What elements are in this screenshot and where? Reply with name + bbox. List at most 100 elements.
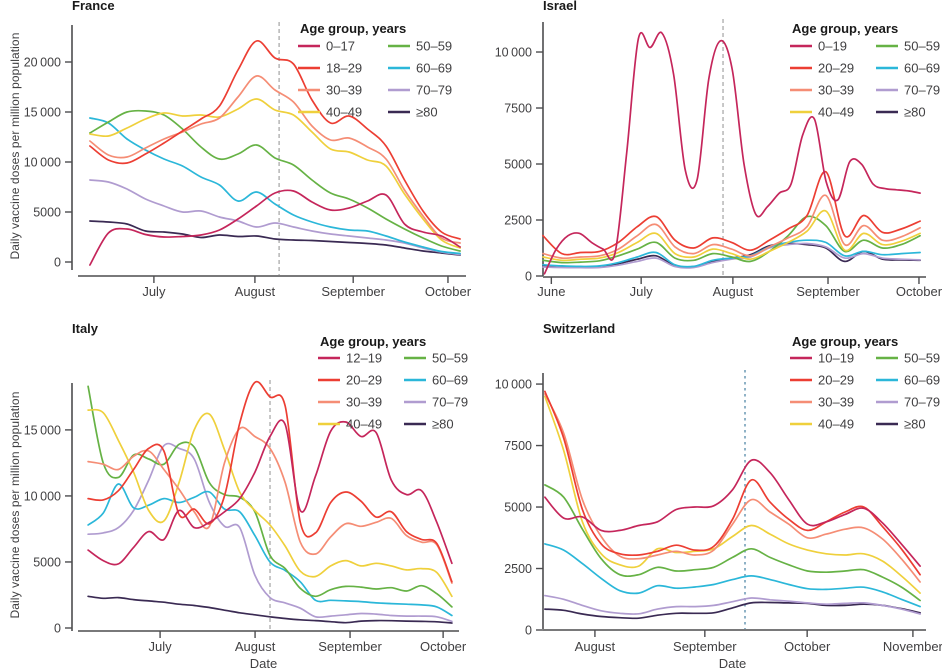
y-tick-label: 5000: [504, 158, 532, 172]
chart-italy: 0 5000 10 000 15 000 July August September Octo…: [24, 321, 468, 671]
legend-label: 10–19: [818, 351, 854, 366]
legend-title: Age group, years: [320, 334, 426, 349]
legend-label: 20–29: [818, 373, 854, 388]
x-tick-label: September: [796, 284, 860, 299]
y-tick-label: 20 000: [24, 56, 61, 70]
series-line-12–19: [87, 419, 453, 566]
series-line-10–19: [544, 458, 921, 567]
x-axis-label: Date: [250, 656, 277, 671]
series-line-18–29: [89, 40, 461, 240]
series-line-50–59: [89, 109, 461, 252]
y-tick-label: 7500: [504, 439, 532, 453]
x-tick-label: July: [142, 284, 166, 299]
legend-label: 70–79: [904, 83, 940, 98]
series-line-20–29: [544, 390, 921, 576]
legend-label: 70–79: [416, 83, 452, 98]
x-tick-label: August: [713, 284, 754, 299]
x-tick-label: September: [321, 284, 385, 299]
y-tick-label: 15 000: [24, 423, 61, 437]
legend-label: 70–79: [904, 395, 940, 410]
series-line-30–39: [542, 194, 921, 260]
legend-label: 30–39: [818, 395, 854, 410]
x-tick-label: November: [883, 639, 942, 654]
legend-title: Age group, years: [792, 21, 898, 36]
series-line-0–19: [543, 31, 921, 275]
legend-label: 50–59: [416, 39, 452, 54]
y-tick-label: 5000: [33, 206, 61, 220]
panel-switzerland: 0 2500 5000 7500 10 000 August September Octobe…: [471, 320, 942, 671]
series-line-≥80: [87, 595, 453, 624]
series-line-70–79: [544, 594, 921, 615]
y-tick-label: 10 000: [24, 489, 61, 503]
legend-label: ≥80: [416, 105, 438, 120]
legend-label: 60–69: [904, 61, 940, 76]
series-line-50–59: [542, 215, 921, 264]
series-line-20–29: [542, 170, 921, 256]
x-tick-label: September: [318, 639, 382, 654]
legend-title: Age group, years: [792, 334, 898, 349]
legend-label: 20–29: [818, 61, 854, 76]
y-tick-label: 0: [54, 621, 61, 635]
panel-title: Switzerland: [543, 321, 615, 336]
series-line-30–39: [544, 393, 921, 583]
legend-label: 40–49: [326, 105, 362, 120]
legend-label: ≥80: [432, 417, 454, 432]
series-line-70–79: [542, 242, 921, 269]
y-tick-label: 10 000: [24, 156, 61, 170]
series-line-60–69: [542, 239, 921, 268]
legend-label: ≥80: [904, 417, 926, 432]
x-tick-label: July: [630, 284, 654, 299]
y-tick-label: 10 000: [495, 46, 532, 60]
legend-label: 70–79: [432, 395, 468, 410]
series-line-40–49: [542, 209, 921, 262]
series-line-40–49: [544, 395, 921, 594]
x-tick-label: August: [235, 639, 276, 654]
y-tick-label: 0: [54, 256, 61, 270]
legend-label: 40–49: [818, 105, 854, 120]
legend-label: 0–19: [818, 39, 847, 54]
series-line-≥80: [544, 601, 921, 620]
y-tick-label: 2500: [504, 562, 532, 576]
y-tick-label: 10 000: [495, 378, 532, 392]
x-tick-label: August: [575, 639, 616, 654]
y-tick-label: 5000: [33, 555, 61, 569]
chart-israel: 0 2500 5000 7500 10 000 June July August Septemb…: [495, 0, 942, 299]
series-line-30–39: [87, 426, 453, 584]
panel-italy: 0 5000 10 000 15 000 July August September Octo…: [0, 320, 471, 671]
y-tick-label: 7500: [504, 102, 532, 116]
legend-label: 50–59: [904, 39, 940, 54]
legend-label: 20–29: [346, 373, 382, 388]
panel-france: 0 5000 10 000 15 000 20 000 July August Septemb…: [0, 0, 472, 312]
series-line-60–69: [87, 483, 453, 617]
legend-label: 60–69: [416, 61, 452, 76]
x-axis-label: Date: [719, 656, 746, 671]
legend-label: 30–39: [326, 83, 362, 98]
x-tick-label: October: [896, 284, 942, 299]
legend-label: ≥80: [904, 105, 926, 120]
legend-title: Age group, years: [300, 21, 406, 36]
y-tick-label: 2500: [504, 214, 532, 228]
x-tick-label: October: [784, 639, 831, 654]
panel-title: France: [72, 0, 115, 13]
legend-label: 12–19: [346, 351, 382, 366]
y-tick-label: 5000: [504, 501, 532, 515]
legend-label: 40–49: [346, 417, 382, 432]
series-line-40–49: [87, 408, 453, 598]
legend-label: 60–69: [904, 373, 940, 388]
y-tick-label: 0: [525, 270, 532, 284]
series-line-30–39: [89, 75, 461, 244]
y-tick-label: 15 000: [24, 106, 61, 120]
legend-label: 18–29: [326, 61, 362, 76]
series-line-40–49: [89, 98, 461, 249]
y-tick-label: 0: [525, 624, 532, 638]
panel-title: Italy: [72, 321, 99, 336]
legend-label: 50–59: [904, 351, 940, 366]
legend-label: 0–17: [326, 39, 355, 54]
series-line-50–59: [87, 385, 453, 608]
x-tick-label: July: [149, 639, 173, 654]
series-line-≥80: [89, 220, 461, 256]
series-line-60–69: [89, 117, 461, 255]
x-tick-label: October: [420, 639, 467, 654]
series-line-70–79: [89, 179, 461, 256]
